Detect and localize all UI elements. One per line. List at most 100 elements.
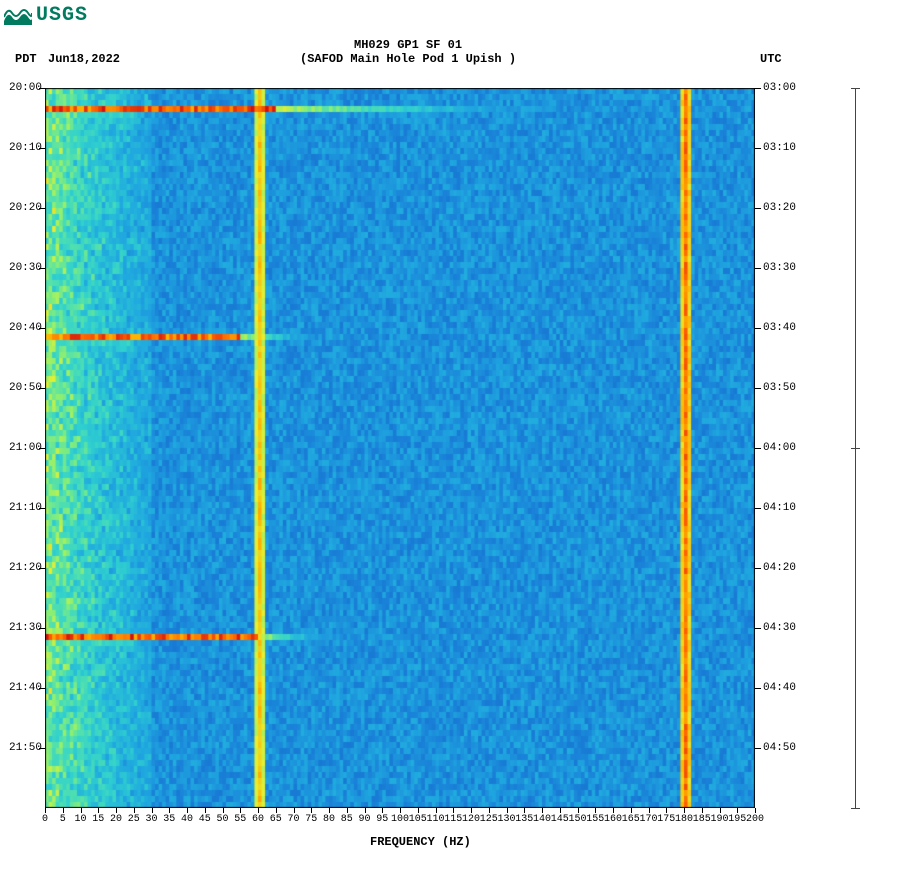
yaxis-left-tick xyxy=(39,148,45,149)
yaxis-right-tick xyxy=(755,148,761,149)
xaxis-label: 175 xyxy=(657,814,675,825)
xaxis-tick xyxy=(152,808,153,813)
yaxis-right-label: 04:00 xyxy=(763,442,803,454)
xaxis-label: 70 xyxy=(287,814,299,825)
yaxis-right-tick xyxy=(755,748,761,749)
xaxis-tick xyxy=(507,808,508,813)
yaxis-right-label: 03:10 xyxy=(763,142,803,154)
yaxis-right-label: 03:20 xyxy=(763,202,803,214)
yaxis-right-label: 03:00 xyxy=(763,82,803,94)
xaxis-label: 125 xyxy=(480,814,498,825)
yaxis-right-label: 04:20 xyxy=(763,562,803,574)
xaxis-label: 130 xyxy=(497,814,515,825)
xaxis-tick xyxy=(755,808,756,813)
xaxis-label: 170 xyxy=(639,814,657,825)
yaxis-left-label: 20:40 xyxy=(2,322,42,334)
xaxis-label: 60 xyxy=(252,814,264,825)
yaxis-left-label: 20:50 xyxy=(2,382,42,394)
xaxis-label: 115 xyxy=(444,814,462,825)
xaxis-label: 165 xyxy=(622,814,640,825)
xaxis-label: 50 xyxy=(216,814,228,825)
xaxis-label: 20 xyxy=(110,814,122,825)
xaxis-tick xyxy=(578,808,579,813)
xaxis-label: 0 xyxy=(42,814,48,825)
xaxis-tick xyxy=(613,808,614,813)
xaxis-label: 35 xyxy=(163,814,175,825)
yaxis-right-tick xyxy=(755,88,761,89)
yaxis-left-tick xyxy=(39,448,45,449)
xaxis-label: 10 xyxy=(74,814,86,825)
yaxis-right-label: 03:40 xyxy=(763,322,803,334)
yaxis-right-tick xyxy=(755,508,761,509)
timezone-right: UTC xyxy=(760,52,782,66)
xaxis-label: 90 xyxy=(358,814,370,825)
xaxis-tick xyxy=(382,808,383,813)
yaxis-right-label: 03:50 xyxy=(763,382,803,394)
yaxis-left-tick xyxy=(39,568,45,569)
xaxis-tick xyxy=(347,808,348,813)
xaxis-tick xyxy=(400,808,401,813)
yaxis-right-label: 04:10 xyxy=(763,502,803,514)
yaxis-right-tick xyxy=(755,448,761,449)
xaxis-tick xyxy=(81,808,82,813)
xaxis-label: 155 xyxy=(586,814,604,825)
yaxis-right-label: 04:30 xyxy=(763,622,803,634)
title-line2: (SAFOD Main Hole Pod 1 Upish ) xyxy=(300,52,516,66)
xaxis-tick xyxy=(134,808,135,813)
xaxis-label: 5 xyxy=(60,814,66,825)
yaxis-left-tick xyxy=(39,208,45,209)
xaxis-label: 45 xyxy=(199,814,211,825)
xaxis-tick xyxy=(240,808,241,813)
side-scale-tick xyxy=(851,808,860,809)
xaxis-tick xyxy=(169,808,170,813)
yaxis-left-tick xyxy=(39,508,45,509)
xaxis-tick xyxy=(45,808,46,813)
xaxis-tick xyxy=(311,808,312,813)
spectrogram-plot xyxy=(45,88,755,808)
xaxis-tick xyxy=(489,808,490,813)
xaxis-label: 95 xyxy=(376,814,388,825)
side-scale-tick xyxy=(851,448,860,449)
xaxis-label: 65 xyxy=(270,814,282,825)
xaxis-tick xyxy=(63,808,64,813)
xaxis-tick xyxy=(702,808,703,813)
xaxis-tick xyxy=(187,808,188,813)
xaxis-label: 15 xyxy=(92,814,104,825)
usgs-text: USGS xyxy=(36,4,88,27)
yaxis-left-label: 20:20 xyxy=(2,202,42,214)
side-scale-bar xyxy=(855,88,856,808)
xaxis-label: 185 xyxy=(693,814,711,825)
yaxis-right-tick xyxy=(755,628,761,629)
yaxis-right-tick xyxy=(755,568,761,569)
xaxis-label: 140 xyxy=(533,814,551,825)
xaxis-tick xyxy=(471,808,472,813)
yaxis-left-label: 20:10 xyxy=(2,142,42,154)
xaxis-label: 55 xyxy=(234,814,246,825)
xaxis-label: 195 xyxy=(728,814,746,825)
side-scale-tick xyxy=(851,88,860,89)
yaxis-left-tick xyxy=(39,88,45,89)
yaxis-left-label: 21:30 xyxy=(2,622,42,634)
xaxis-label: 105 xyxy=(409,814,427,825)
xaxis-tick xyxy=(631,808,632,813)
xaxis-tick xyxy=(294,808,295,813)
xaxis-label: 135 xyxy=(515,814,533,825)
xaxis-tick xyxy=(276,808,277,813)
yaxis-left-label: 20:30 xyxy=(2,262,42,274)
xaxis-label: 150 xyxy=(568,814,586,825)
xaxis-label: 100 xyxy=(391,814,409,825)
chart-title: MH029 GP1 SF 01 (SAFOD Main Hole Pod 1 U… xyxy=(300,38,516,66)
xaxis-tick xyxy=(737,808,738,813)
yaxis-left-label: 21:00 xyxy=(2,442,42,454)
xaxis-tick xyxy=(560,808,561,813)
xaxis-label: 200 xyxy=(746,814,764,825)
xaxis-tick xyxy=(595,808,596,813)
timezone-left: PDT xyxy=(15,52,37,66)
xaxis-label: 160 xyxy=(604,814,622,825)
xaxis-tick xyxy=(329,808,330,813)
xaxis-tick xyxy=(666,808,667,813)
yaxis-right-label: 04:50 xyxy=(763,742,803,754)
yaxis-left-tick xyxy=(39,688,45,689)
xaxis-label: 145 xyxy=(551,814,569,825)
xaxis-label: 190 xyxy=(710,814,728,825)
